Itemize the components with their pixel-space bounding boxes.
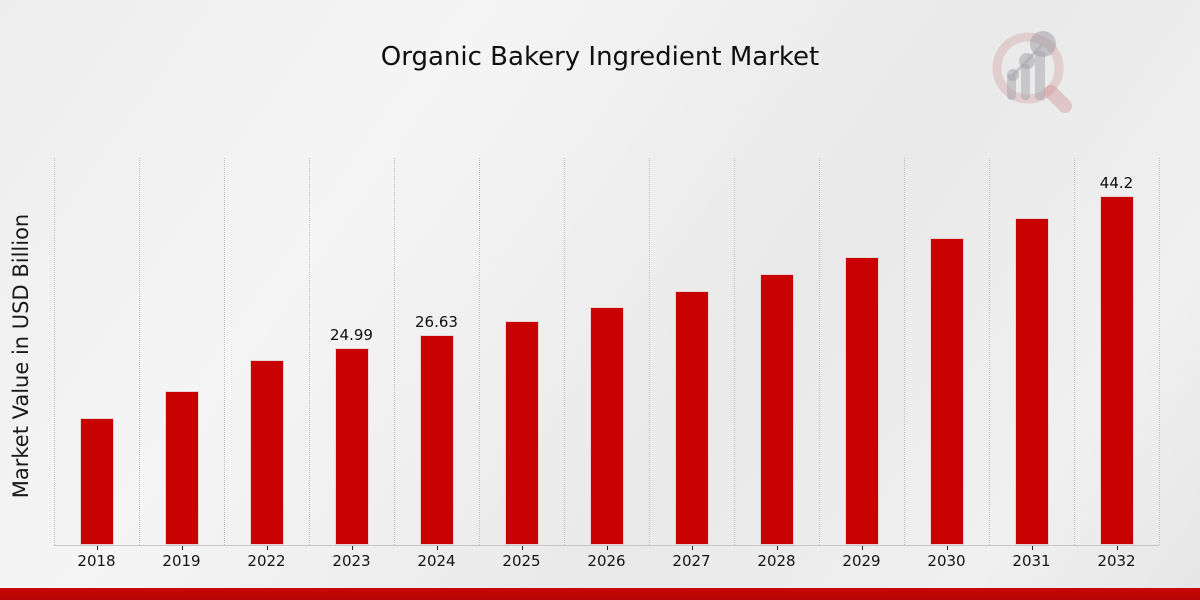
x-tick-label-2027: 2027 <box>672 552 711 570</box>
x-axis-tick <box>606 546 608 550</box>
x-axis-tick <box>521 546 523 550</box>
x-axis-tick <box>1031 546 1033 550</box>
x-tick-label-2022: 2022 <box>247 552 286 570</box>
x-tick-label-2028: 2028 <box>757 552 796 570</box>
gridline <box>479 158 480 545</box>
x-tick-label-2032: 2032 <box>1097 552 1136 570</box>
bar-2022 <box>249 359 284 545</box>
x-axis-tick <box>351 546 353 550</box>
x-tick-label-2023: 2023 <box>332 552 371 570</box>
gridline <box>54 158 55 545</box>
trend-line-glyph <box>1007 31 1056 81</box>
bar-2018 <box>79 418 114 545</box>
bottom-accent-band <box>0 588 1200 600</box>
gridline <box>1159 158 1160 545</box>
bar-2031 <box>1014 217 1049 545</box>
x-tick-label-2025: 2025 <box>502 552 541 570</box>
x-axis-tick <box>946 546 948 550</box>
x-tick-label-2026: 2026 <box>587 552 626 570</box>
bar-2032 <box>1099 196 1134 545</box>
x-tick-label-2029: 2029 <box>842 552 881 570</box>
gridline <box>904 158 905 545</box>
x-tick-label-2024: 2024 <box>417 552 456 570</box>
bar-value-label-2024: 26.63 <box>415 312 458 331</box>
x-axis-line <box>54 545 1159 546</box>
bar-value-label-2023: 24.99 <box>330 325 373 344</box>
bar-2026 <box>589 306 624 545</box>
bar-2030 <box>929 237 964 545</box>
gridline <box>734 158 735 545</box>
bar-2023 <box>334 347 369 545</box>
x-tick-label-2031: 2031 <box>1012 552 1051 570</box>
bar-2029 <box>844 256 879 545</box>
bar-2027 <box>674 290 709 545</box>
chart-title: Organic Bakery Ingredient Market <box>380 42 820 72</box>
gridline <box>1074 158 1075 545</box>
gridline <box>224 158 225 545</box>
gridline <box>649 158 650 545</box>
x-axis-tick <box>181 546 183 550</box>
x-axis-tick <box>691 546 693 550</box>
bar-value-label-2032: 44.2 <box>1099 174 1134 193</box>
gridline <box>139 158 140 545</box>
gridline <box>309 158 310 545</box>
x-axis-tick <box>1116 546 1118 550</box>
gridline <box>819 158 820 545</box>
x-axis-tick <box>436 546 438 550</box>
bar-2028 <box>759 274 794 545</box>
x-tick-label-2018: 2018 <box>77 552 116 570</box>
x-axis-tick <box>96 546 98 550</box>
magnifier-icon <box>992 32 1072 113</box>
x-axis-tick <box>776 546 778 550</box>
gridline <box>394 158 395 545</box>
gridline <box>564 158 565 545</box>
bar-2019 <box>164 391 199 545</box>
bar-2024 <box>419 334 454 545</box>
bar-2025 <box>504 321 539 545</box>
watermark-logo-icon <box>992 31 1072 113</box>
x-tick-label-2019: 2019 <box>162 552 201 570</box>
x-axis-tick <box>861 546 863 550</box>
gridline <box>989 158 990 545</box>
x-axis-tick <box>266 546 268 550</box>
x-tick-label-2030: 2030 <box>927 552 966 570</box>
